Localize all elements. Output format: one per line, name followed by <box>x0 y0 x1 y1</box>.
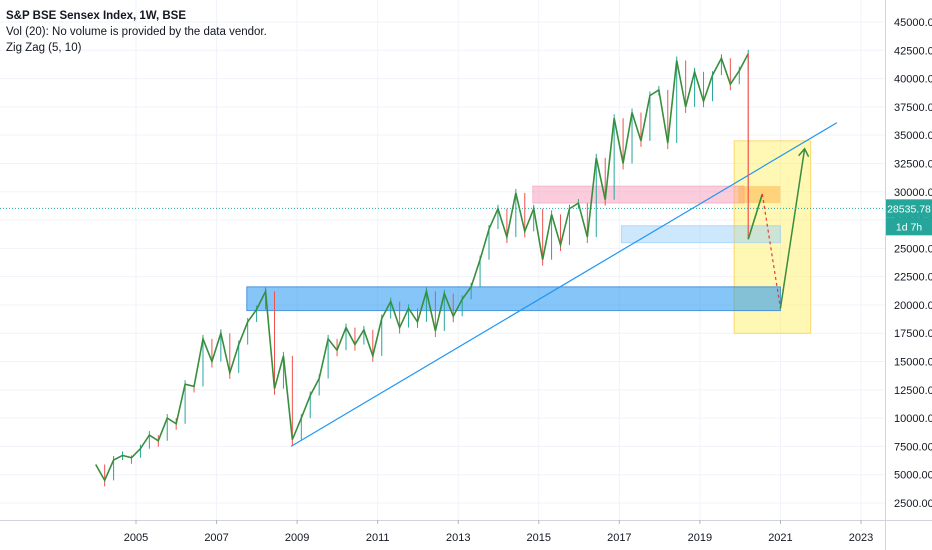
x-tick-label: 2007 <box>204 532 228 544</box>
y-tick-label: 25000.00 <box>894 243 932 255</box>
legend-volume: Vol (20): No volume is provided by the d… <box>6 26 267 38</box>
x-tick-label: 2013 <box>446 532 470 544</box>
y-tick-label: 32500.00 <box>894 158 932 170</box>
x-tick-label: 2009 <box>285 532 309 544</box>
resistance-zone <box>532 185 745 204</box>
x-tick-label: 2015 <box>527 532 551 544</box>
resistance-zone-overlap <box>738 186 781 204</box>
y-tick-label: 15000.00 <box>894 357 932 369</box>
x-tick-label: 2019 <box>688 532 712 544</box>
support-zone <box>246 286 781 312</box>
mid-zone <box>620 225 781 244</box>
y-tick-label: 42500.00 <box>894 45 932 57</box>
zigzag-line <box>95 53 749 483</box>
bounce-line <box>747 193 764 240</box>
y-tick-label: 40000.00 <box>894 74 932 86</box>
y-tick-label: 17500.00 <box>894 328 932 340</box>
countdown-badge-value: 1d 7h <box>896 221 922 233</box>
projection-down <box>761 193 782 309</box>
chart-legend: S&P BSE Sensex Index, 1W, BSE Vol (20): … <box>6 8 267 56</box>
y-tick-label: 30000.00 <box>894 187 932 199</box>
x-tick-label: 2011 <box>366 532 390 544</box>
x-tick-label: 2023 <box>849 532 873 544</box>
price-badge-value: 28535.78 <box>887 203 931 215</box>
y-tick-label: 22500.00 <box>894 272 932 284</box>
y-tick-label: 45000.00 <box>894 17 932 29</box>
projection-arrowhead <box>798 147 810 158</box>
countdown-badge <box>886 217 932 236</box>
y-tick-label: 37500.00 <box>894 102 932 114</box>
x-tick-label: 2021 <box>768 532 792 544</box>
legend-zigzag: Zig Zag (5, 10) <box>6 42 82 54</box>
y-tick-label: 2500.00 <box>894 498 932 510</box>
price-badge <box>886 199 932 218</box>
x-tick-label: 2005 <box>124 532 148 544</box>
projection-up <box>779 148 806 309</box>
y-tick-label: 12500.00 <box>894 385 932 397</box>
y-tick-label: 5000.00 <box>894 470 932 482</box>
y-tick-label: 20000.00 <box>894 300 932 312</box>
y-tick-label: 10000.00 <box>894 413 932 425</box>
trendline <box>290 122 838 447</box>
x-tick-label: 2017 <box>607 532 631 544</box>
y-tick-label: 7500.00 <box>894 441 932 453</box>
legend-symbol: S&P BSE Sensex Index, 1W, BSE <box>6 10 187 22</box>
y-tick-label: 35000.00 <box>894 130 932 142</box>
